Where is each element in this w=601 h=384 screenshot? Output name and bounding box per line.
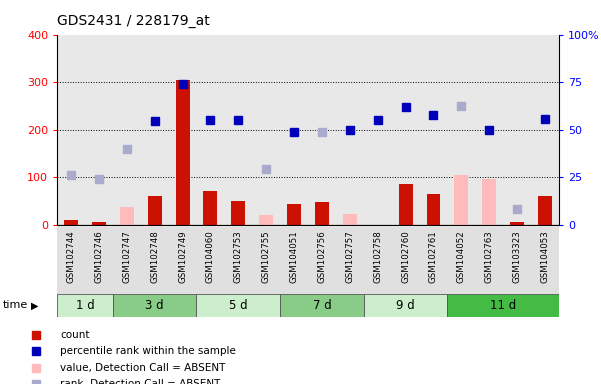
Text: rank, Detection Call = ABSENT: rank, Detection Call = ABSENT [60,379,221,384]
Text: 7 d: 7 d [313,299,331,312]
Bar [454,175,468,225]
Bar [364,294,447,317]
Bar [503,35,531,225]
Text: count: count [60,329,90,339]
Text: GDS2431 / 228179_at: GDS2431 / 228179_at [57,14,210,28]
Bar [308,227,336,294]
Text: 11 d: 11 d [490,299,516,312]
Text: 3 d: 3 d [145,299,164,312]
Bar [57,294,113,317]
Text: 9 d: 9 d [396,299,415,312]
Bar [252,227,280,294]
Text: GSM104052: GSM104052 [457,230,466,283]
Bar [85,35,113,225]
Bar [482,179,496,225]
Bar [280,35,308,225]
Bar [57,35,85,225]
Bar [64,220,78,225]
Bar [531,227,559,294]
Text: GSM102753: GSM102753 [234,230,243,283]
Text: ▶: ▶ [31,300,38,310]
Bar [475,35,503,225]
Bar [531,35,559,225]
Bar [419,35,447,225]
Bar [280,294,364,317]
Bar [169,227,197,294]
Text: GSM102748: GSM102748 [150,230,159,283]
Bar [343,214,357,225]
Bar [57,227,85,294]
Bar [503,227,531,294]
Text: GSM102761: GSM102761 [429,230,438,283]
Text: 5 d: 5 d [229,299,248,312]
Text: GSM102756: GSM102756 [317,230,326,283]
Text: GSM102749: GSM102749 [178,230,187,283]
Bar [364,227,392,294]
Text: GSM102758: GSM102758 [373,230,382,283]
Text: value, Detection Call = ABSENT: value, Detection Call = ABSENT [60,362,225,372]
Text: GSM102760: GSM102760 [401,230,410,283]
Bar [148,196,162,225]
Bar [287,204,301,225]
Bar [224,35,252,225]
Bar [419,227,447,294]
Text: GSM102744: GSM102744 [67,230,76,283]
Bar [204,191,218,225]
Bar [169,35,197,225]
Text: GSM104053: GSM104053 [540,230,549,283]
Bar [120,207,134,225]
Bar [447,35,475,225]
Bar [336,227,364,294]
Bar [280,227,308,294]
Bar [364,35,392,225]
Bar [510,222,524,225]
Text: GSM104051: GSM104051 [290,230,299,283]
Bar [308,35,336,225]
Bar [141,227,169,294]
Bar [141,35,169,225]
Text: GSM102747: GSM102747 [122,230,131,283]
Bar [197,35,224,225]
Bar [259,215,273,225]
Bar [392,35,419,225]
Bar [175,80,189,225]
Text: GSM102746: GSM102746 [94,230,103,283]
Text: GSM102755: GSM102755 [261,230,270,283]
Bar [197,227,224,294]
Bar [538,196,552,225]
Bar [252,35,280,225]
Bar [398,184,412,225]
Bar [197,294,280,317]
Bar [92,222,106,225]
Bar [427,194,441,225]
Bar [224,227,252,294]
Text: percentile rank within the sample: percentile rank within the sample [60,346,236,356]
Text: GSM102763: GSM102763 [485,230,494,283]
Bar [85,227,113,294]
Bar [447,294,559,317]
Bar [447,227,475,294]
Text: GSM102757: GSM102757 [346,230,355,283]
Text: 1 d: 1 d [76,299,94,312]
Bar [392,227,419,294]
Bar [113,35,141,225]
Text: GSM103323: GSM103323 [513,230,522,283]
Bar [336,35,364,225]
Text: time: time [3,300,28,310]
Bar [113,227,141,294]
Bar [315,202,329,225]
Bar [113,294,197,317]
Bar [475,227,503,294]
Text: GSM104060: GSM104060 [206,230,215,283]
Bar [231,201,245,225]
